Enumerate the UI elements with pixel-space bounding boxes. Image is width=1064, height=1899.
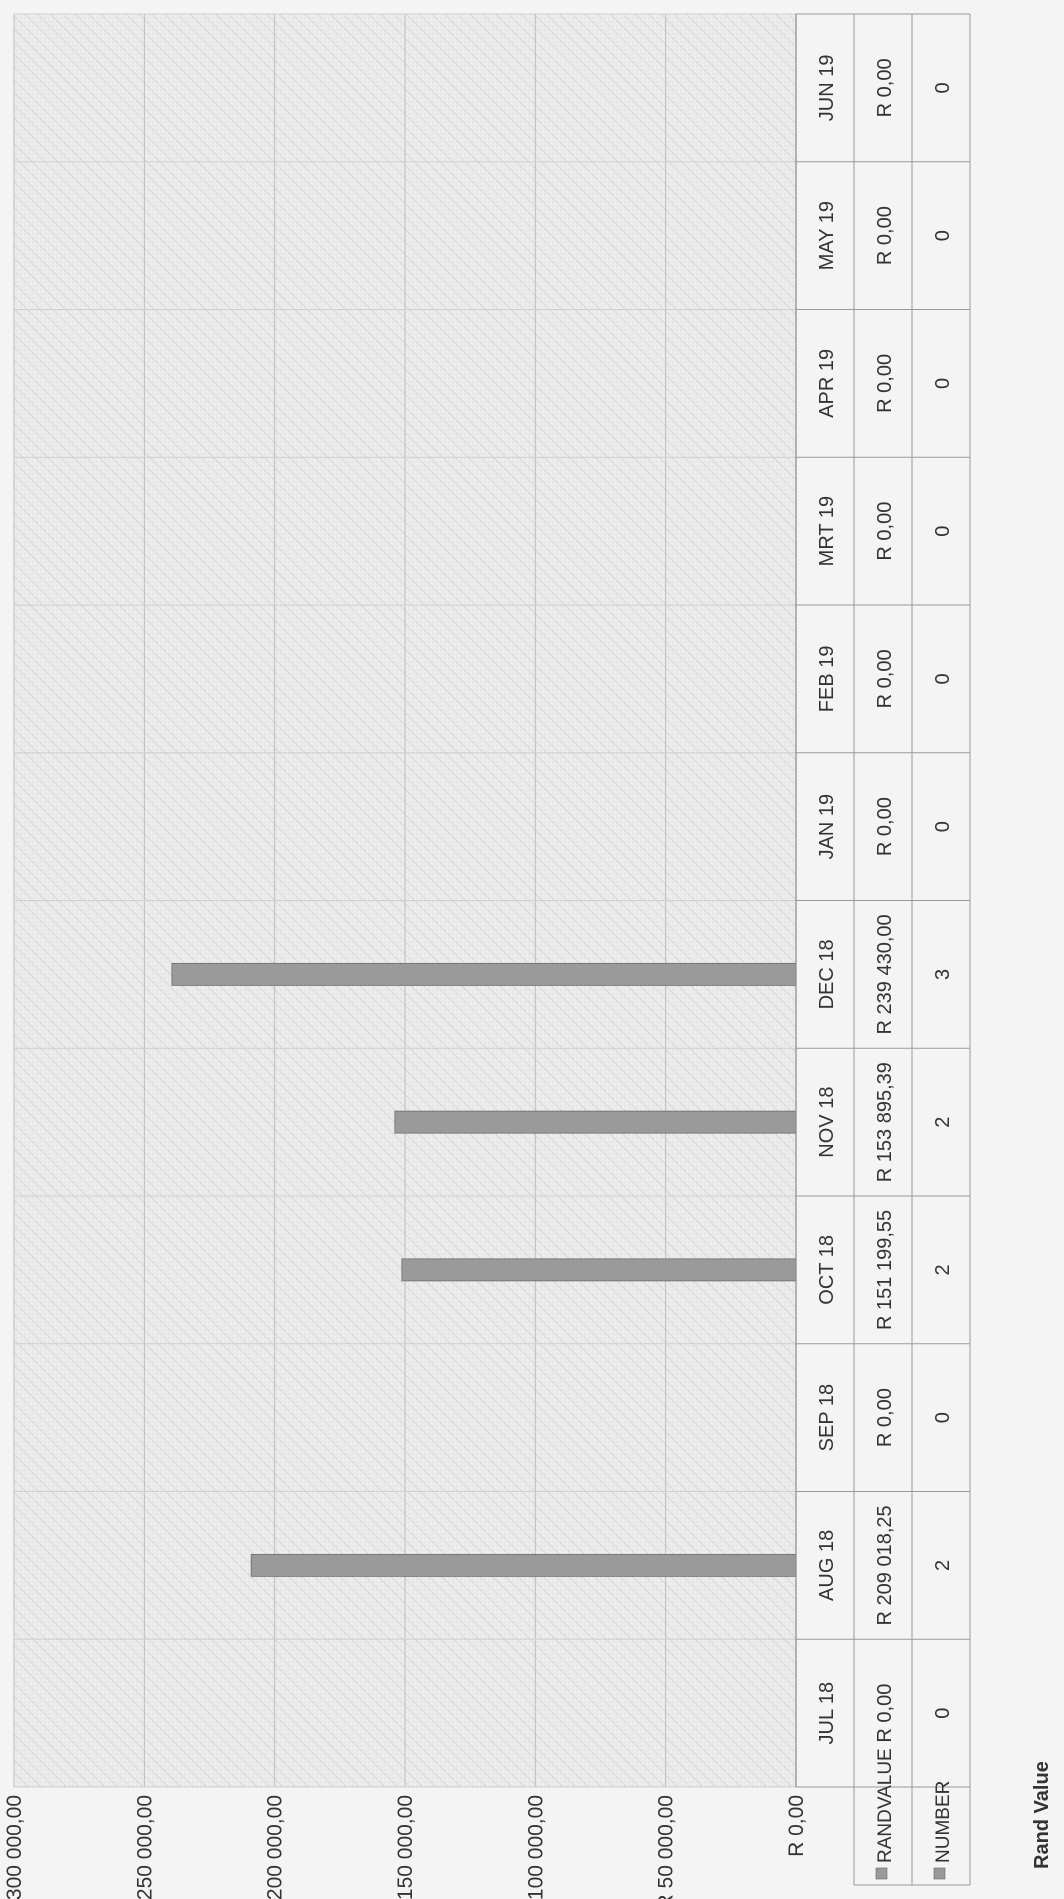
category-label: AUG 18 [816, 1530, 838, 1601]
category-label: APR 19 [816, 349, 838, 418]
bar-randvalue [394, 1110, 797, 1134]
data-table-cell: R 0,00 [874, 206, 896, 265]
data-table-cell: 0 [932, 673, 954, 684]
y-tick-label: R 150 000,00 [394, 1795, 417, 1899]
y-tick-label: R 300 000,00 [3, 1795, 26, 1899]
data-table-cell: 0 [932, 378, 954, 389]
data-table-cell: R 0,00 [874, 1684, 896, 1743]
category-label: DEC 18 [816, 939, 838, 1009]
y-tick-label: R 250 000,00 [133, 1795, 156, 1899]
data-table-cell: 2 [932, 1264, 954, 1275]
category-label: OCT 18 [816, 1235, 838, 1305]
y-axis-title: Rand Value [1031, 1761, 1053, 1869]
data-table-cell: R 0,00 [874, 1388, 896, 1447]
data-table-cell: 3 [932, 969, 954, 980]
data-table-cell: 0 [932, 1412, 954, 1423]
data-table-cell: R 239 430,00 [874, 914, 896, 1034]
data-table-cell: R 0,00 [874, 58, 896, 117]
data-table-cell: R 0,00 [874, 797, 896, 856]
category-label: SEP 18 [816, 1384, 838, 1451]
bar-randvalue [250, 1553, 797, 1577]
data-table-cell: R 0,00 [874, 649, 896, 708]
y-tick-label: R 0,00 [785, 1795, 808, 1857]
data-table-cell: R 151 199,55 [874, 1210, 896, 1330]
data-table-cell: R 0,00 [874, 354, 896, 413]
y-tick-label: R 100 000,00 [524, 1795, 547, 1899]
data-table-cell: 0 [932, 526, 954, 537]
data-table-cell: 0 [932, 821, 954, 832]
bar-randvalue [401, 1258, 797, 1282]
legend-key [933, 1867, 946, 1880]
category-label: MRT 19 [816, 496, 838, 566]
category-label: JAN 19 [816, 794, 838, 860]
data-table-cell: 2 [932, 1560, 954, 1571]
category-label: JUL 18 [816, 1682, 838, 1745]
data-table-cell: 0 [932, 82, 954, 93]
category-label: FEB 19 [816, 646, 838, 713]
data-table-cell: R 0,00 [874, 502, 896, 561]
y-tick-label: R 200 000,00 [264, 1795, 287, 1899]
legend-entry: RANDVALUE [875, 1748, 896, 1863]
category-label: NOV 18 [816, 1087, 838, 1158]
data-table-cell: 2 [932, 1117, 954, 1128]
category-label: MAY 19 [816, 201, 838, 270]
data-table-cell: 0 [932, 230, 954, 241]
data-table-cell: 0 [932, 1708, 954, 1719]
data-table-cell: R 153 895,39 [874, 1062, 896, 1182]
data-table-cell: R 209 018,25 [874, 1505, 896, 1625]
legend-entry: NUMBER [933, 1781, 954, 1863]
legend-key [875, 1867, 888, 1880]
category-label: JUN 19 [816, 55, 838, 122]
bar-randvalue [171, 962, 797, 986]
y-tick-label: R 50 000,00 [655, 1795, 678, 1899]
